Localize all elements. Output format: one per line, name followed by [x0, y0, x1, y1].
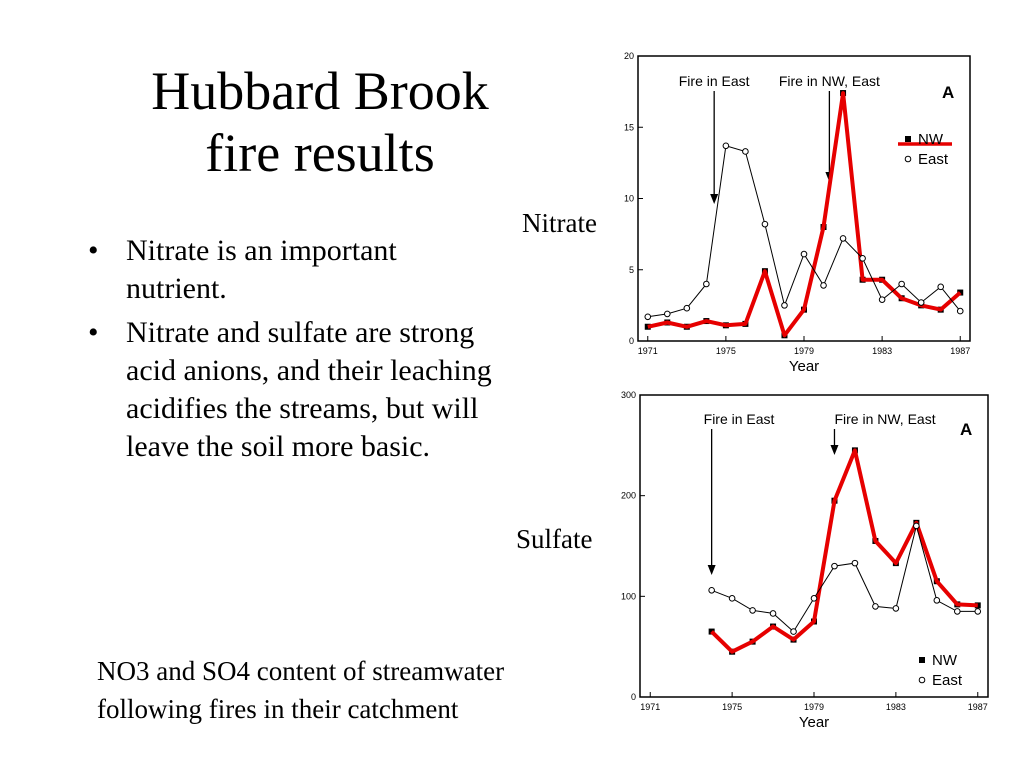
east-data-point [892, 605, 900, 612]
east-data-point [933, 597, 941, 604]
east-data-point [820, 282, 827, 289]
bullet-list: Nitrate is an important nutrient. Nitrat… [82, 232, 502, 472]
east-data-point [839, 235, 847, 242]
east-data-point [937, 283, 945, 291]
legend-marker-nw [905, 136, 911, 142]
east-data-point [800, 250, 808, 258]
bullet-item: Nitrate and sulfate are strong acid anio… [82, 314, 502, 466]
x-axis-title: Year [799, 714, 829, 731]
panel-label: A [942, 83, 954, 102]
x-tick-label: 1971 [640, 702, 660, 712]
east-data-point [769, 610, 777, 617]
y-tick-label: 20 [624, 51, 634, 61]
annotation-arrowhead [710, 194, 719, 204]
y-tick-label: 200 [621, 491, 636, 501]
annotation-label: Fire in NW, East [779, 73, 880, 89]
east-data-point [749, 607, 756, 614]
east-data-point [663, 310, 671, 318]
nw-data-point [957, 289, 964, 296]
x-tick-label: 1979 [794, 346, 814, 356]
x-tick-label: 1987 [968, 702, 988, 712]
east-series-line [711, 523, 978, 633]
x-tick-label: 1987 [950, 346, 970, 356]
slide-title-line2: fire results [205, 123, 435, 183]
y-tick-label: 100 [621, 591, 636, 601]
slide-title-line1: Hubbard Brook [151, 61, 489, 121]
east-data-point [703, 280, 710, 288]
sulfate-label: Sulfate [516, 524, 593, 554]
bullet-item: Nitrate is an important nutrient. [82, 232, 502, 308]
y-tick-label: 10 [624, 194, 634, 204]
east-data-point [790, 628, 797, 635]
east-data-point [683, 304, 691, 312]
x-tick-label: 1975 [716, 346, 736, 356]
east-data-point [878, 296, 886, 303]
east-data-point [781, 302, 788, 309]
east-data-point [872, 603, 879, 610]
caption-line1: NO3 and SO4 content of streamwater [97, 656, 505, 686]
panel-label: A [960, 420, 972, 439]
east-data-point [728, 595, 736, 602]
sulfate-chart: 0 100 200 300 1971 1975 1979 1983 1987 Year A Fire … [621, 390, 989, 731]
east-data-point [859, 255, 866, 262]
east-data-point [708, 586, 715, 594]
x-axis-title: Year [789, 358, 819, 375]
y-tick-label: 300 [621, 390, 636, 400]
east-data-point [810, 595, 818, 602]
east-data-point [974, 608, 982, 615]
annotation-arrowhead [707, 565, 716, 575]
x-tick-label: 1975 [722, 702, 742, 712]
y-tick-label: 15 [624, 122, 634, 132]
x-tick-label: 1979 [804, 702, 824, 712]
x-tick-label: 1971 [638, 346, 658, 356]
annotation-label: Fire in East [679, 73, 750, 89]
east-data-point [913, 522, 920, 530]
east-data-point [761, 220, 769, 228]
legend-marker-nw [919, 657, 925, 663]
legend-marker-east [918, 676, 926, 684]
east-data-point [956, 307, 964, 315]
plot-frame [637, 55, 971, 342]
annotation-label: Fire in NW, East [834, 411, 935, 427]
y-tick-label: 0 [629, 336, 634, 346]
x-tick-label: 1983 [872, 346, 892, 356]
legend-marker-east [904, 155, 912, 163]
east-data-point [831, 562, 838, 570]
nitrate-label: Nitrate [522, 208, 597, 238]
legend-label: NW [918, 131, 944, 148]
east-data-point [953, 608, 961, 615]
figure-caption: NO3 and SO4 content of streamwater follo… [97, 652, 617, 728]
slide-title: Hubbard Brook fire results [70, 60, 570, 184]
east-data-point [644, 313, 652, 321]
east-data-point [898, 280, 905, 288]
caption-line2: following fires in their catchment [97, 694, 459, 724]
east-data-point [722, 142, 730, 150]
y-tick-label: 5 [629, 265, 634, 275]
east-data-point [742, 148, 749, 155]
east-data-point [851, 559, 859, 567]
east-series-line [647, 145, 961, 318]
nw-data-point [644, 323, 651, 330]
annotation-arrowhead [830, 445, 839, 455]
east-data-point [917, 299, 925, 306]
legend-label: East [932, 672, 963, 689]
nitrate-chart: 0 5 10 15 20 1971 1975 1979 1983 1987 Year A Fire in… [624, 51, 971, 375]
legend-label: East [918, 151, 949, 168]
nw-highlight-line [647, 91, 962, 338]
y-tick-label: 0 [631, 692, 636, 702]
legend-label: NW [932, 652, 958, 669]
annotation-label: Fire in East [704, 411, 775, 427]
nw-highlight-line [710, 448, 978, 654]
x-tick-label: 1983 [886, 702, 906, 712]
